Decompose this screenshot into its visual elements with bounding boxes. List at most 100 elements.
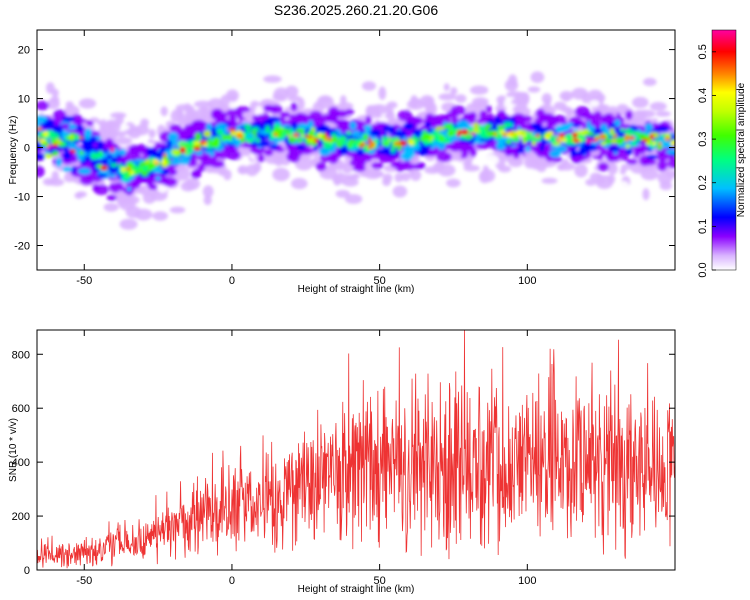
heatmap-cell xyxy=(573,138,580,143)
heatmap-cell xyxy=(71,114,83,124)
heatmap-cell xyxy=(665,170,675,178)
heatmap-cell xyxy=(556,128,565,134)
snr-x-label: Height of straight line (km) xyxy=(298,584,415,595)
heatmap-cell xyxy=(77,153,85,162)
heatmap-cell xyxy=(245,137,254,144)
heatmap-cell xyxy=(450,105,466,116)
heatmap-cell xyxy=(167,132,179,142)
x-tick-label: -50 xyxy=(76,275,92,287)
heatmap-cell xyxy=(245,133,255,139)
heatmap-cell xyxy=(356,149,365,156)
heatmap-cell xyxy=(358,144,365,148)
heatmap-cell xyxy=(394,172,404,183)
heatmap-cell xyxy=(84,130,90,141)
heatmap-cell xyxy=(535,134,540,138)
heatmap-cell xyxy=(618,181,630,193)
heatmap-cell xyxy=(379,156,394,163)
heatmap-cell xyxy=(326,112,339,123)
heatmap-cell xyxy=(55,138,62,145)
heatmap-cell xyxy=(269,104,283,114)
heatmap-cell xyxy=(129,170,135,175)
heatmap-cell xyxy=(506,132,513,138)
heatmap-cell xyxy=(559,133,565,138)
heatmap-cell xyxy=(620,128,625,133)
heatmap-cell xyxy=(197,163,206,172)
heatmap-cell xyxy=(332,136,339,142)
heatmap-cell xyxy=(462,161,472,167)
heatmap-cell xyxy=(495,141,506,151)
heatmap-cell xyxy=(341,178,359,187)
heatmap-cell xyxy=(349,121,357,131)
heatmap-cell xyxy=(435,135,440,142)
heatmap-cell xyxy=(585,178,597,186)
heatmap-cell xyxy=(289,151,301,163)
heatmap-cell xyxy=(437,141,446,151)
x-tick-label: 50 xyxy=(374,575,386,587)
heatmap-cell xyxy=(400,172,411,182)
heatmap-cell xyxy=(210,140,220,149)
heatmap-cell xyxy=(522,133,526,138)
heatmap-cell xyxy=(115,137,133,145)
heatmap-cell xyxy=(180,181,196,192)
heatmap-cell xyxy=(382,125,395,132)
heatmap-cell xyxy=(61,116,75,123)
heatmap-cell xyxy=(79,150,84,156)
heatmap-cell xyxy=(146,147,157,157)
heatmap-cell xyxy=(37,126,43,131)
heatmap-cell xyxy=(125,161,134,169)
heatmap-cell xyxy=(206,123,213,132)
heatmap-cell xyxy=(541,177,558,184)
colorbar-tick-label: 0.1 xyxy=(697,219,709,234)
heatmap-cell xyxy=(535,125,545,136)
heatmap-cell xyxy=(324,136,329,142)
heatmap-cell xyxy=(202,185,214,198)
heatmap-cell xyxy=(102,156,109,166)
colorbar-ticks: 0.0 0.1 0.2 0.3 0.4 0.5 xyxy=(697,44,716,278)
heatmap-cell xyxy=(593,111,603,123)
colorbar-label: Normalized spectral amplitude xyxy=(736,82,747,217)
heatmap-cell xyxy=(226,108,239,118)
heatmap-cell xyxy=(515,116,527,128)
heatmap-cell xyxy=(424,121,432,128)
heatmap-cell xyxy=(485,105,492,113)
heatmap-cell xyxy=(90,152,100,160)
heatmap-cell xyxy=(119,148,127,156)
heatmap-cell xyxy=(229,128,236,132)
heatmap-cell xyxy=(161,158,166,165)
heatmap-cell xyxy=(200,105,208,116)
heatmap-cell xyxy=(152,211,168,221)
heatmap-cell xyxy=(119,218,138,230)
heatmap-cell xyxy=(290,102,298,112)
heatmap-cell xyxy=(96,173,108,178)
heatmap-cell xyxy=(397,110,413,122)
heatmap-cell xyxy=(160,106,168,117)
colorbar-gradient xyxy=(711,29,737,271)
heatmap-cell xyxy=(642,188,650,201)
heatmap-cell xyxy=(393,130,408,139)
heatmap-cell xyxy=(585,138,592,144)
heatmap-cell xyxy=(243,124,252,130)
heatmap-cell xyxy=(194,100,212,109)
heatmap-cell xyxy=(282,129,287,136)
heatmap-cell xyxy=(37,165,45,178)
heatmap-cell xyxy=(169,124,182,133)
heatmap-cell xyxy=(74,192,84,199)
heatmap-cell xyxy=(455,94,467,103)
heatmap-cell xyxy=(450,87,458,95)
heatmap-cell xyxy=(193,146,201,152)
heatmap-cell xyxy=(50,138,56,143)
heatmap-cell xyxy=(530,71,545,83)
heatmap-cell xyxy=(408,139,415,146)
heatmap-cell xyxy=(546,131,554,135)
y-tick-label: 0 xyxy=(24,565,30,577)
heatmap-cell xyxy=(286,144,299,153)
heatmap-cell xyxy=(136,143,148,154)
heatmap-cell xyxy=(486,113,495,121)
heatmap-cell xyxy=(225,89,239,102)
heatmap-cell xyxy=(525,152,537,160)
x-tick-label: 0 xyxy=(229,575,235,587)
heatmap-cell xyxy=(144,159,151,164)
heatmap-cell xyxy=(109,181,125,193)
heatmap-cell xyxy=(168,168,177,176)
heatmap-cell xyxy=(643,77,657,87)
